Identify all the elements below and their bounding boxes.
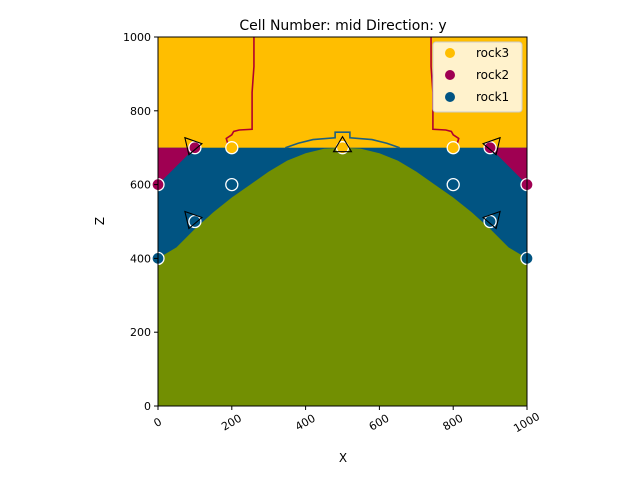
orientation-marker-2 [482,136,501,156]
x-tick-label-5: 1000 [511,410,542,435]
legend: rock3 rock2 rock1 [432,41,523,113]
y-tick-label-3: 600 [130,179,151,192]
x-tick-label-1: 200 [219,412,244,434]
x-tick-label-2: 400 [293,412,318,434]
fault-line-1 [225,37,255,149]
x-tick-label-3: 600 [367,412,392,434]
rock2-wedge-left [158,147,195,185]
legend-marker-rock1 [445,92,455,102]
orientation-marker-1 [184,136,203,156]
legend-label-rock2: rock2 [476,68,509,82]
orientation-marker-4 [482,210,501,230]
legend-box [432,41,523,113]
surface-point-2 [188,214,202,229]
orientation-marker-3 [184,210,203,230]
surface-point-8 [188,141,202,155]
surface-point-13 [446,141,460,155]
x-tick-label-0: 0 [151,415,164,430]
y-tick-label-4: 800 [130,105,151,118]
y-tick-label-5: 1000 [123,31,151,44]
dome-contour-line [285,131,400,149]
legend-label-rock1: rock1 [476,90,509,104]
chart-title: Cell Number: mid Direction: y [239,18,446,34]
plot-frame [157,36,528,407]
legend-marker-rock2 [445,70,455,80]
basement-layer [158,147,527,406]
fault-line-2 [430,37,460,149]
legend-label-rock3: rock3 [476,46,509,60]
points-layer [151,135,534,266]
orientation-marker-5 [332,135,353,153]
x-axis-label: X [339,451,347,465]
surface-point-5 [483,214,497,229]
y-tick-label-1: 200 [130,326,151,339]
y-tick-label-2: 400 [130,252,151,265]
surface-point-9 [483,141,497,155]
surface-point-3 [225,177,239,192]
x-tick-label-4: 800 [441,412,466,434]
legend-marker-rock3 [445,48,455,58]
y-tick-label-0: 0 [144,400,151,413]
surface-point-4 [446,177,460,192]
y-axis-label: Z [93,217,107,225]
rock2-wedge-right [490,147,527,185]
surface-point-11 [225,141,239,155]
